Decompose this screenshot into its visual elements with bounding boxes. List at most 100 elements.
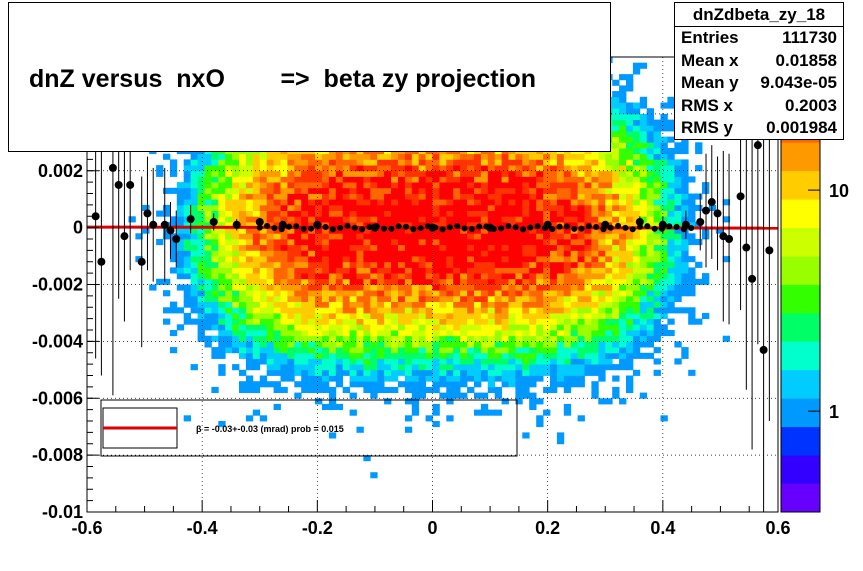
heatmap-cell	[556, 233, 565, 240]
heatmap-cell	[239, 227, 247, 234]
heatmap-cell	[446, 301, 454, 308]
heatmap-cell	[619, 119, 627, 126]
heatmap-cell	[619, 239, 627, 246]
heatmap-cell	[667, 159, 675, 166]
heatmap-cell	[280, 182, 288, 189]
heatmap-cell	[487, 187, 496, 194]
heatmap-cell	[411, 170, 420, 177]
heatmap-cell	[287, 165, 295, 172]
heatmap-cell	[632, 130, 641, 137]
heatmap-cell	[328, 284, 337, 291]
heatmap-cell	[183, 301, 191, 308]
heatmap-cell	[315, 358, 323, 365]
heatmap-cell	[204, 239, 212, 246]
heatmap-cell	[232, 204, 240, 211]
heatmap-cell	[653, 204, 661, 211]
heatmap-cell	[349, 187, 357, 194]
heatmap-cell	[356, 295, 364, 302]
heatmap-cell	[446, 318, 454, 325]
heatmap-cell	[183, 290, 191, 297]
heatmap-cell	[639, 102, 648, 109]
heatmap-cell	[239, 250, 247, 257]
heatmap-cell	[660, 148, 668, 155]
heatmap-cell	[363, 261, 371, 268]
heatmap-cell	[183, 176, 191, 183]
heatmap-cell	[563, 227, 572, 234]
heatmap-cell	[681, 182, 689, 189]
heatmap-cell	[487, 278, 496, 285]
heatmap-cell	[197, 193, 205, 200]
palette-band	[781, 256, 820, 285]
heatmap-cell	[667, 210, 675, 217]
heatmap-cell	[169, 267, 178, 274]
heatmap-cell	[619, 136, 627, 143]
heatmap-cell	[460, 330, 468, 337]
heatmap-cell	[660, 307, 668, 314]
heatmap-cell	[432, 227, 440, 234]
heatmap-cell	[612, 165, 620, 172]
heatmap-cell	[467, 364, 475, 371]
heatmap-cell	[612, 256, 620, 263]
heatmap-cell	[632, 68, 641, 75]
heatmap-cell	[370, 233, 378, 240]
heatmap-cell	[315, 381, 323, 388]
heatmap-cell	[480, 165, 489, 172]
heatmap-cell	[315, 267, 323, 274]
heatmap-cell	[239, 221, 247, 228]
heatmap-cell	[411, 216, 420, 223]
heatmap-cell	[432, 182, 440, 189]
heatmap-cell	[515, 398, 523, 405]
heatmap-cell	[439, 261, 447, 268]
heatmap-cell	[522, 330, 530, 337]
heatmap-cell	[218, 284, 226, 291]
heatmap-cell	[646, 108, 654, 115]
heatmap-cell	[439, 369, 447, 376]
heatmap-cell	[508, 295, 516, 302]
heatmap-cell	[211, 176, 219, 183]
heatmap-cell	[446, 210, 454, 217]
heatmap-cell	[377, 210, 385, 217]
heatmap-cell	[294, 176, 302, 183]
heatmap-cell	[280, 244, 288, 251]
heatmap-cell	[639, 256, 648, 263]
heatmap-cell	[556, 244, 565, 251]
heatmap-cell	[328, 307, 337, 314]
heatmap-cell	[667, 204, 675, 211]
heatmap-cell	[432, 244, 440, 251]
heatmap-cell	[218, 193, 226, 200]
heatmap-cell	[653, 330, 661, 337]
heatmap-cell	[418, 250, 426, 257]
heatmap-cell	[660, 284, 668, 291]
heatmap-cell	[508, 341, 516, 348]
heatmap-cell	[266, 176, 274, 183]
heatmap-cell	[550, 284, 558, 291]
heatmap-cell	[363, 358, 371, 365]
heatmap-cell	[391, 364, 399, 371]
heatmap-cell	[570, 182, 578, 189]
heatmap-cell	[280, 187, 288, 194]
heatmap-cell	[674, 267, 682, 274]
heatmap-cell	[225, 295, 233, 302]
heatmap-cell	[259, 227, 268, 234]
heatmap-cell	[349, 227, 357, 234]
heatmap-cell	[522, 290, 530, 297]
heatmap-cell	[335, 352, 344, 359]
heatmap-cell	[550, 307, 558, 314]
heatmap-cell	[301, 233, 309, 240]
heatmap-cell	[653, 324, 661, 331]
heatmap-cell	[646, 330, 654, 337]
heatmap-cell	[563, 301, 572, 308]
heatmap-cell	[501, 193, 509, 200]
heatmap-cell	[370, 347, 378, 354]
heatmap-cell	[204, 227, 212, 234]
heatmap-cell	[342, 199, 350, 206]
heatmap-cell	[515, 369, 523, 376]
heatmap-cell	[245, 278, 254, 285]
heatmap-cell	[563, 153, 572, 160]
heatmap-cell	[218, 187, 226, 194]
heatmap-cell	[536, 187, 544, 194]
heatmap-cell	[342, 369, 350, 376]
heatmap-cell	[169, 187, 178, 194]
heatmap-cell	[218, 364, 226, 371]
heatmap-cell	[487, 193, 496, 200]
